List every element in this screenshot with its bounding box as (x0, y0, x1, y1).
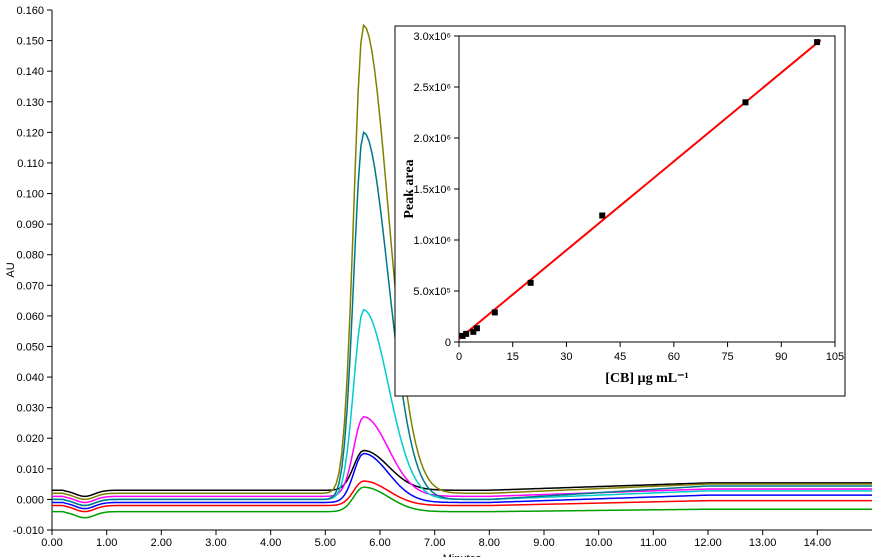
main-xtick-label: 11.00 (640, 537, 667, 549)
main-xtick-label: 6.00 (369, 537, 390, 549)
inset-ytick-label: 3.0x10⁶ (413, 31, 451, 43)
main-ytick-label: 0.060 (16, 311, 44, 323)
main-ytick-label: 0.150 (16, 36, 44, 48)
main-ylabel: AU (5, 262, 17, 277)
main-xtick-label: 1.00 (96, 537, 117, 549)
main-xtick-label: 3.00 (205, 537, 226, 549)
inset-data-point (474, 326, 479, 331)
inset-ylabel: Peak area (402, 159, 417, 218)
main-ytick-label: 0.040 (16, 372, 44, 384)
main-xtick-label: 9.00 (533, 537, 554, 549)
inset-ytick-label: 2.0x10⁶ (413, 133, 451, 145)
inset-data-point (464, 331, 469, 336)
main-xtick-label: 13.00 (749, 537, 777, 549)
figure-container: { "main_chart": { "type": "line", "xlabe… (0, 0, 886, 557)
main-ytick-label: 0.030 (16, 403, 44, 415)
main-ytick-label: 0.070 (16, 280, 44, 292)
main-ytick-label: 0.120 (16, 127, 44, 139)
main-xtick-label: 7.00 (424, 537, 445, 549)
main-ytick-label: -0.010 (13, 525, 44, 537)
inset-data-point (815, 40, 820, 45)
inset-xtick-label: 15 (507, 351, 519, 363)
inset-ytick-label: 1.0x10⁶ (413, 235, 451, 247)
main-ytick-label: 0.080 (16, 250, 44, 262)
inset-ytick-label: 1.5x10⁶ (413, 184, 451, 196)
main-xtick-label: 2.00 (151, 537, 172, 549)
inset-xtick-label: 75 (721, 351, 733, 363)
main-xtick-label: 12.00 (694, 537, 722, 549)
main-xlabel: Minutes (443, 553, 482, 557)
inset-xtick-label: 60 (668, 351, 680, 363)
main-xtick-label: 4.00 (260, 537, 281, 549)
inset-xtick-label: 45 (614, 351, 626, 363)
inset-xtick-label: 30 (560, 351, 572, 363)
main-xtick-label: 14.00 (804, 537, 832, 549)
inset-chart: 0 15 30 45 60 75 90 105 0 5.0x10⁵ 1.0x10⁶ 1.5x10⁶ 2.… (395, 26, 845, 396)
main-ytick-label: 0.140 (16, 66, 44, 78)
main-ytick-label: 0.010 (16, 464, 44, 476)
main-ytick-label: 0.050 (16, 341, 44, 353)
inset-xtick-label: 0 (456, 351, 462, 363)
inset-frame (395, 26, 845, 396)
inset-ytick-label: 5.0x10⁵ (413, 286, 451, 298)
main-ytick-label: 0.090 (16, 219, 44, 231)
inset-data-point (600, 213, 605, 218)
main-svg: 0.00 1.00 2.00 3.00 4.00 5.00 6.00 7.00 8.00 9.00… (0, 0, 886, 557)
inset-ytick-label: 2.5x10⁶ (413, 82, 451, 94)
inset-data-point (743, 100, 748, 105)
main-xtick-label: 5.00 (315, 537, 336, 549)
main-ytick-label: 0.100 (16, 189, 44, 201)
inset-data-point (492, 310, 497, 315)
main-ytick-label: 0.130 (16, 97, 44, 109)
main-xtick-label: 10.00 (585, 537, 613, 549)
main-ytick-label: 0.110 (17, 158, 44, 170)
inset-xtick-label: 90 (775, 351, 787, 363)
main-ytick-label: 0.160 (16, 5, 44, 17)
inset-xlabel: [CB] µg mL⁻¹ (605, 371, 688, 386)
main-ytick-label: 0.020 (16, 433, 44, 445)
main-ytick-label: 0.000 (16, 494, 44, 506)
inset-ytick-label: 0 (445, 337, 451, 349)
main-xtick-label: 0.00 (41, 537, 62, 549)
inset-data-point (528, 280, 533, 285)
inset-xtick-label: 105 (826, 351, 844, 363)
main-xtick-label: 8.00 (479, 537, 500, 549)
